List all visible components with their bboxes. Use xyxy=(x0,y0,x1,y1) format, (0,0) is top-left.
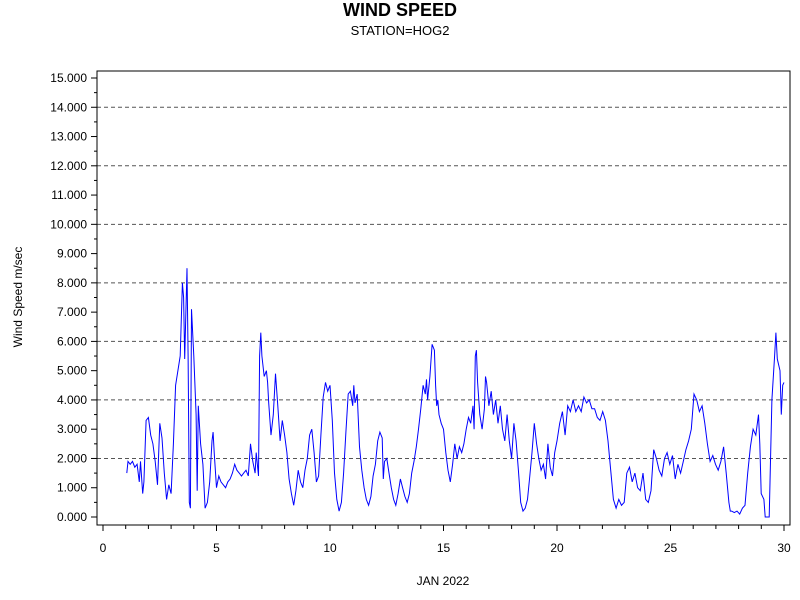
x-axis-label: JAN 2022 xyxy=(417,574,470,588)
x-tick-label: 5 xyxy=(213,541,220,555)
x-tick-label: 25 xyxy=(664,541,678,555)
y-tick-label: 6.000 xyxy=(57,334,87,348)
chart-subtitle: STATION=HOG2 xyxy=(350,23,450,38)
y-tick-label: 3.000 xyxy=(57,422,87,436)
plot-frame xyxy=(96,70,791,526)
x-tick-label: 30 xyxy=(777,541,791,555)
y-tick-label: 14.000 xyxy=(50,100,87,114)
x-tick-label: 0 xyxy=(100,541,107,555)
y-tick-label: 4.000 xyxy=(57,393,87,407)
y-tick-label: 13.000 xyxy=(50,130,87,144)
gridlines xyxy=(97,106,790,459)
x-axis: 0 5 10 15 20 25 30 xyxy=(100,525,791,555)
series-layer xyxy=(126,268,785,518)
y-tick-label: 5.000 xyxy=(57,364,87,378)
y-axis: 0.000 1.000 2.000 3.000 4.000 5.000 6.000 7.000… xyxy=(50,71,97,524)
y-tick-label: 11.000 xyxy=(51,188,87,202)
y-tick-label: 1.000 xyxy=(57,481,87,495)
y-tick-label: 0.000 xyxy=(57,510,87,524)
y-tick-label: 10.000 xyxy=(50,217,87,231)
y-axis-label: Wind Speed m/sec xyxy=(11,247,25,348)
chart-title: WIND SPEED xyxy=(342,0,457,20)
y-tick-label: 7.000 xyxy=(57,305,87,319)
x-tick-label: 20 xyxy=(550,541,564,555)
y-tick-label: 12.000 xyxy=(50,159,87,173)
y-tick-label: 9.000 xyxy=(57,247,87,261)
x-tick-label: 15 xyxy=(437,541,451,555)
y-tick-label: 8.000 xyxy=(57,276,87,290)
y-tick-label: 15.000 xyxy=(50,71,87,85)
y-tick-label: 2.000 xyxy=(57,451,87,465)
x-tick-label: 10 xyxy=(323,541,337,555)
series-line xyxy=(126,268,785,518)
